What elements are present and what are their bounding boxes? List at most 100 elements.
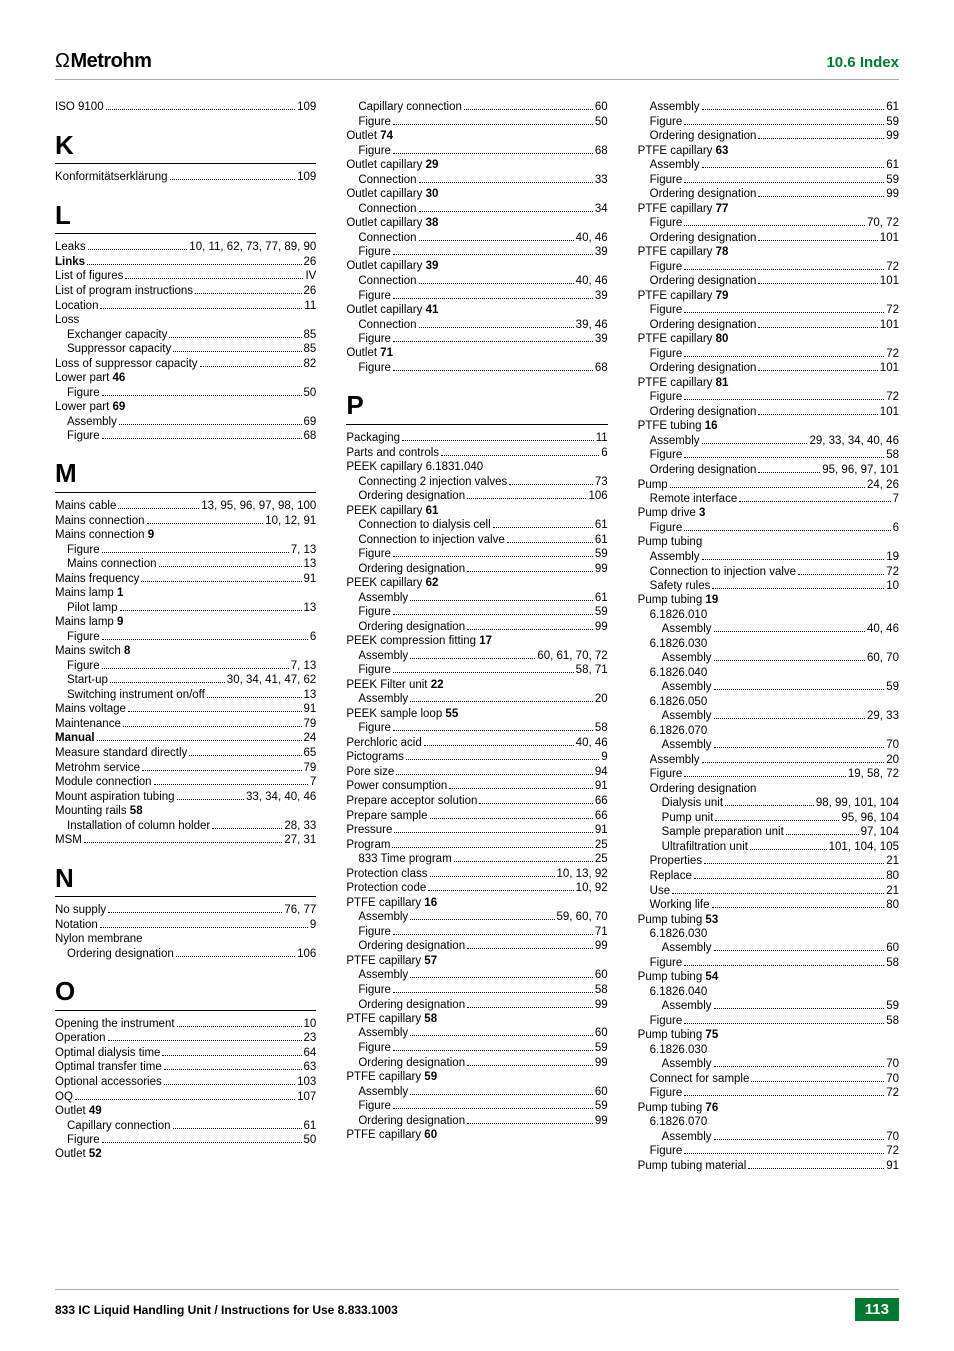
index-entry-label: PEEK capillary 62 <box>346 576 438 590</box>
index-entry-label: Pump <box>638 478 668 492</box>
leader-dots <box>748 1159 884 1169</box>
index-entry: 6.1826.050 <box>638 695 899 709</box>
leader-dots <box>125 269 303 279</box>
leader-dots <box>177 789 244 799</box>
leader-dots <box>100 298 302 308</box>
index-entry: Mains connection 9 <box>55 528 316 542</box>
index-entry: Ordering designation99 <box>638 187 899 202</box>
index-entry-label: Figure <box>358 289 391 303</box>
index-entry: Working life80 <box>638 898 899 913</box>
index-entry-label: Ordering designation <box>650 274 757 288</box>
index-entry-page: 59 <box>886 999 899 1013</box>
leader-dots <box>410 692 593 702</box>
index-entry-label: Figure <box>650 1144 683 1158</box>
index-entry-label: Figure <box>358 1041 391 1055</box>
index-entry-label: Assembly <box>358 910 408 924</box>
index-entry-label: Mounting rails 58 <box>55 804 143 818</box>
index-entry-page: 91 <box>595 779 608 793</box>
index-entry-label: Assembly <box>662 651 712 665</box>
index-entry-label: Outlet capillary 30 <box>346 187 438 201</box>
index-entry: PTFE capillary 79 <box>638 289 899 303</box>
index-entry: 6.1826.010 <box>638 608 899 622</box>
index-entry-page: 99 <box>595 1114 608 1128</box>
index-entry-label: Ordering designation <box>358 562 465 576</box>
leader-dots <box>145 805 315 814</box>
leader-dots <box>714 1057 885 1067</box>
index-entry-label: Figure <box>358 332 391 346</box>
index-entry-label: 833 Time program <box>358 852 451 866</box>
index-entry-label: PTFE capillary 57 <box>346 954 437 968</box>
leader-dots <box>715 811 839 821</box>
leader-dots <box>758 231 877 241</box>
index-entry-label: Loss <box>55 313 79 327</box>
leader-dots <box>102 658 289 668</box>
leader-dots <box>393 721 593 731</box>
index-entry: Use21 <box>638 883 899 898</box>
index-entry-page: 24, 26 <box>867 478 899 492</box>
index-entry-label: Figure <box>67 1133 100 1147</box>
index-entry: Sample preparation unit97, 104 <box>638 825 899 840</box>
leader-dots <box>507 532 593 542</box>
index-entry: Capillary connection61 <box>55 1118 316 1133</box>
leader-dots <box>467 562 593 572</box>
leader-dots <box>439 897 606 906</box>
leader-dots <box>147 514 264 524</box>
index-entry: Figure59 <box>638 173 899 188</box>
index-entry-page: 109 <box>297 100 316 114</box>
index-section-letter: N <box>55 862 316 895</box>
index-entry-page: 79 <box>304 761 317 775</box>
index-entry-label: Ordering designation <box>358 998 465 1012</box>
index-entry-label: Connect for sample <box>650 1072 750 1086</box>
leader-dots <box>714 651 865 661</box>
leader-dots <box>684 347 884 357</box>
index-entry-label: Figure <box>358 245 391 259</box>
index-entry-page: 101, 104, 105 <box>829 840 899 854</box>
index-entry-page: 40, 46 <box>867 622 899 636</box>
index-entry-label: Assembly <box>662 941 712 955</box>
index-entry-page: 91 <box>595 823 608 837</box>
index-entry-label: Connection <box>358 274 416 288</box>
index-entry-label: Manual <box>55 731 95 745</box>
index-entry: 6.1826.030 <box>638 927 899 941</box>
index-entry: Figure50 <box>55 385 316 400</box>
index-entry-label: Figure <box>650 390 683 404</box>
index-entry-page: 7, 13 <box>291 543 317 557</box>
index-entry: Notation9 <box>55 918 316 933</box>
index-entry-label: Nylon membrane <box>55 932 143 946</box>
index-entry-label: Operation <box>55 1031 106 1045</box>
index-entry-label: Pump tubing <box>638 535 703 549</box>
leader-dots <box>125 616 314 625</box>
index-entry-page: 58 <box>886 448 899 462</box>
index-entry: Capillary connection60 <box>346 100 607 115</box>
index-entry-page: 11 <box>304 299 316 313</box>
index-entry: Figure72 <box>638 347 899 362</box>
index-entry-page: 58, 71 <box>576 663 608 677</box>
index-entry-label: Assembly <box>358 1085 408 1099</box>
index-entry: Optimal transfer time63 <box>55 1060 316 1075</box>
index-entry: Assembly61 <box>346 591 607 606</box>
index-entry-label: 6.1826.030 <box>650 1043 708 1057</box>
index-entry-page: 59 <box>595 1041 608 1055</box>
index-entry-page: 91 <box>886 1159 899 1173</box>
index-entry: 6.1826.040 <box>638 985 899 999</box>
leader-dots <box>684 956 884 966</box>
index-entry-label: Opening the instrument <box>55 1017 175 1031</box>
index-entry: Figure39 <box>346 288 607 303</box>
index-entry-label: Figure <box>650 448 683 462</box>
index-entry-page: 59 <box>886 115 899 129</box>
leader-dots <box>709 1043 897 1052</box>
index-entry-label: Mains lamp 1 <box>55 586 123 600</box>
index-entry-label: Dialysis unit <box>662 796 723 810</box>
leader-dots <box>127 401 314 410</box>
index-entry-page: 101 <box>880 361 899 375</box>
index-entry: Mains cable13, 95, 96, 97, 98, 100 <box>55 499 316 514</box>
index-entry-page: 13 <box>304 557 317 571</box>
index-entry-page: 21 <box>886 854 899 868</box>
page-header: ΩMetrohm 10.6 Index <box>55 50 899 80</box>
index-entry: Figure72 <box>638 260 899 275</box>
index-entry-page: 21 <box>886 884 899 898</box>
leader-dots <box>156 529 314 538</box>
index-entry-label: Pump tubing 54 <box>638 970 719 984</box>
index-entry-label: Ordering designation <box>358 1056 465 1070</box>
leader-dots <box>720 420 897 429</box>
